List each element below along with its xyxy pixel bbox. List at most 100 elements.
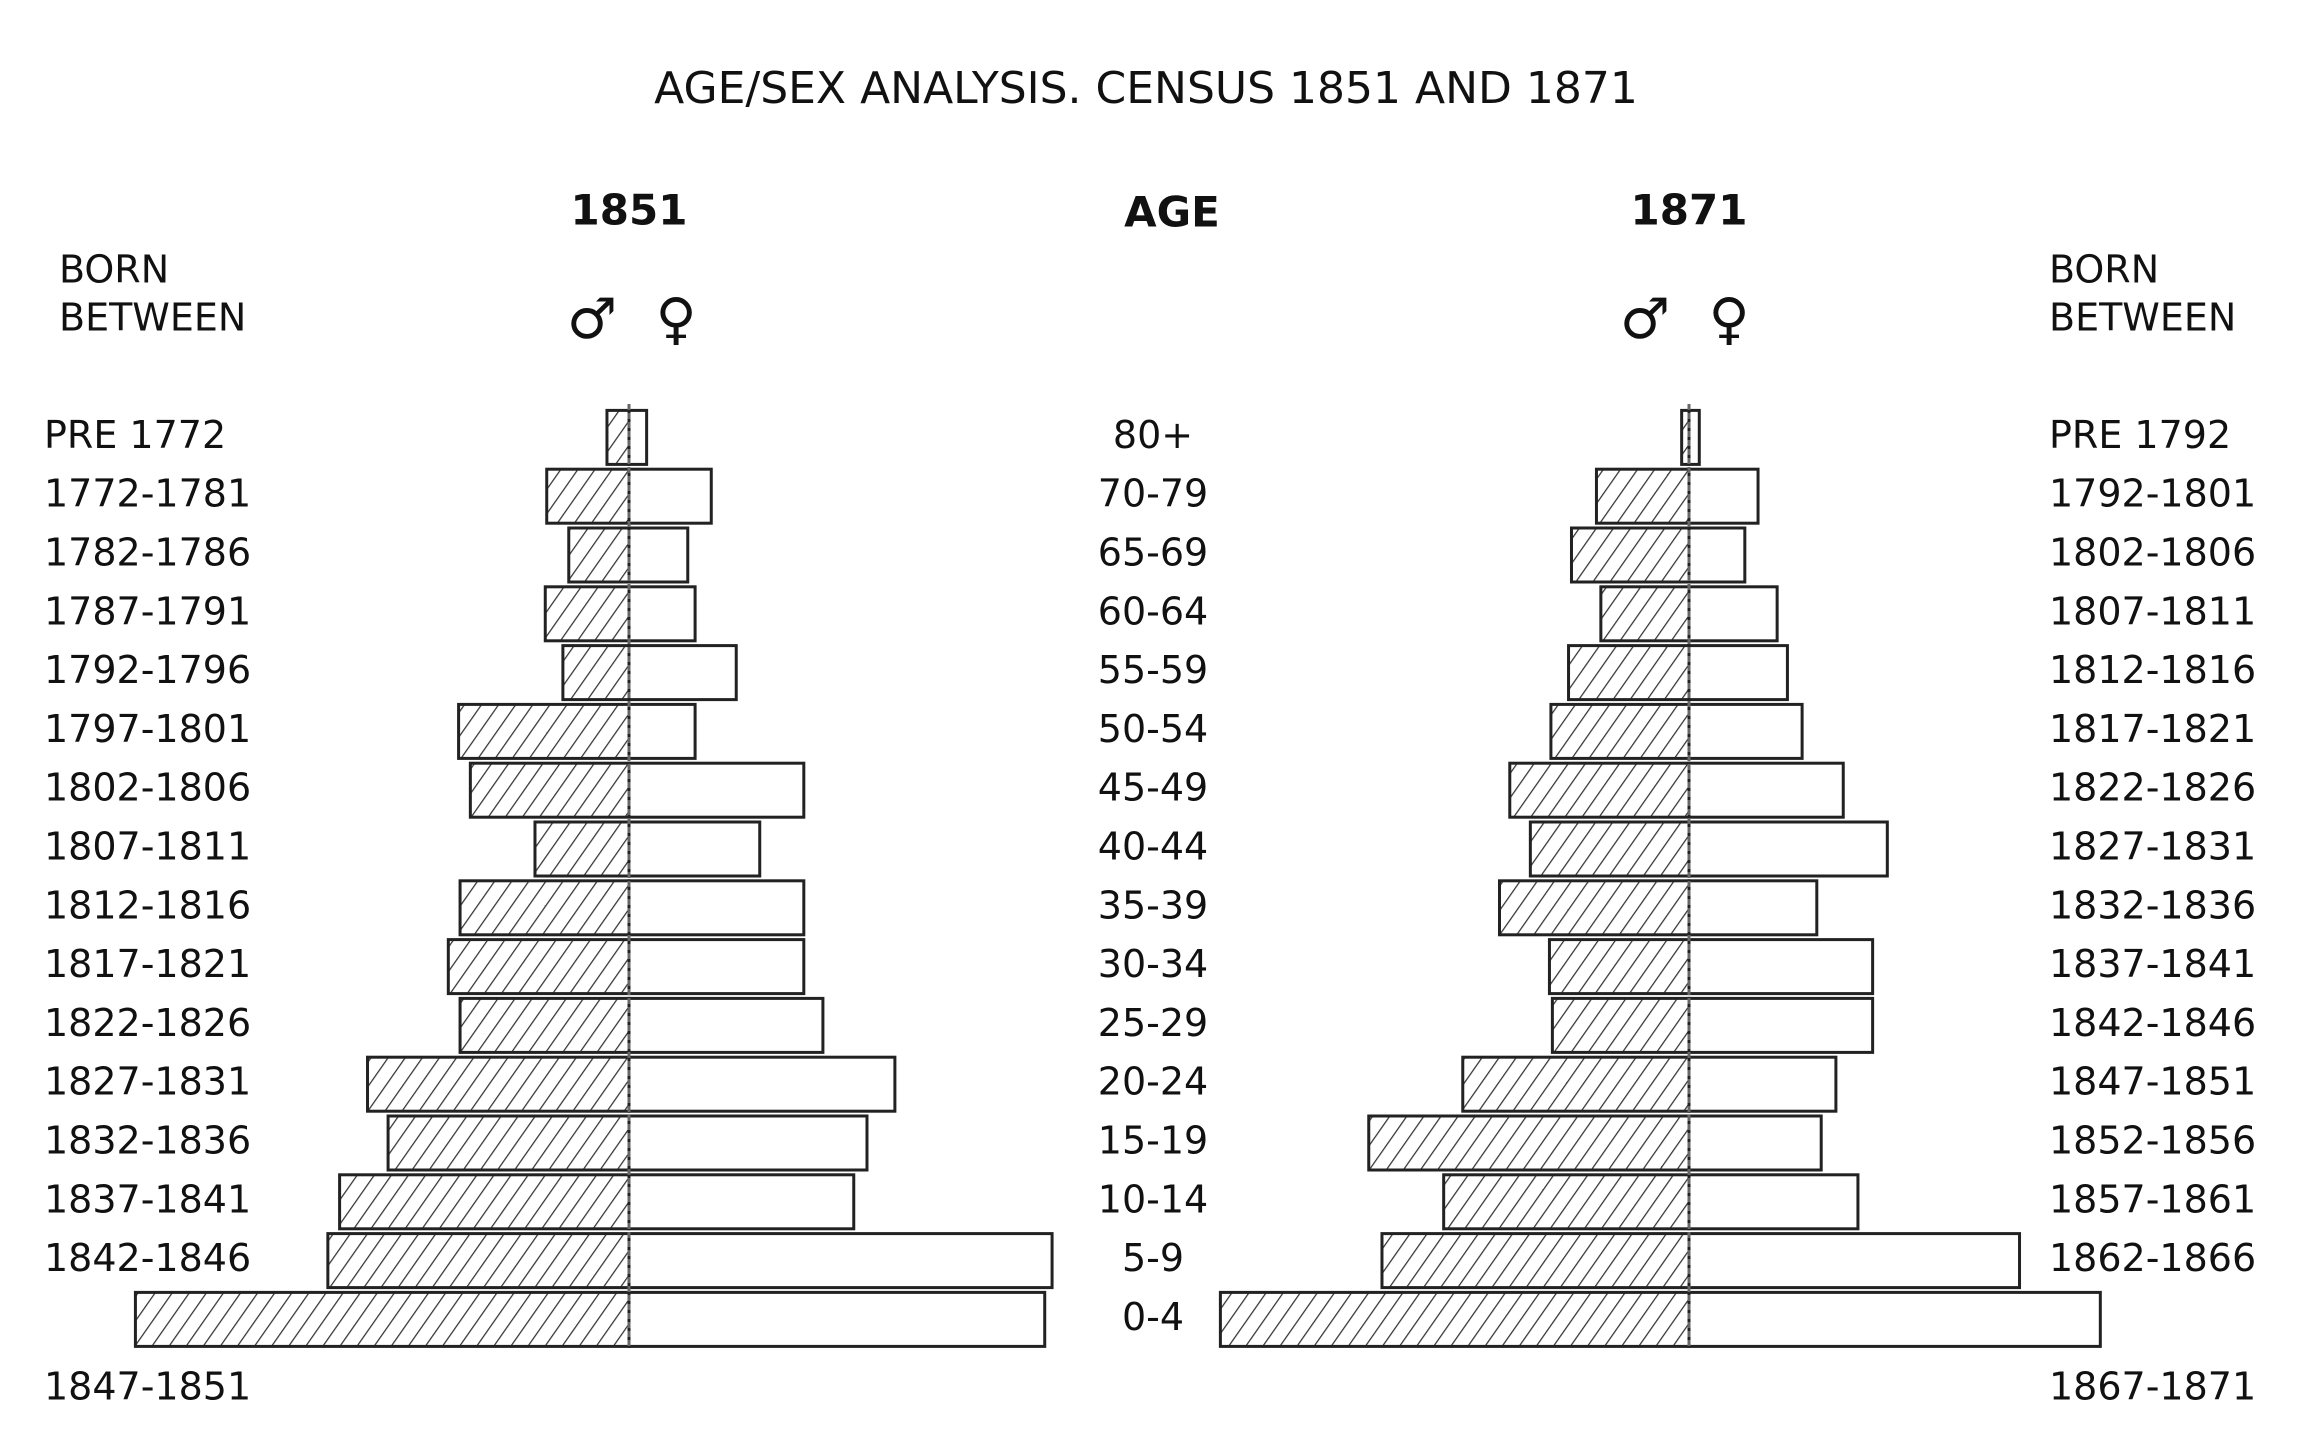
bar (627, 1114, 869, 1172)
bar (1687, 1232, 2022, 1290)
bar (1687, 879, 1819, 937)
cohort-label: 1852-1856 (2049, 1119, 2256, 1163)
bar (1687, 761, 1845, 819)
cohort-label: 1822-1826 (2049, 766, 2256, 810)
bar (133, 1290, 631, 1348)
bar (627, 526, 690, 584)
cohort-label: 1787-1791 (44, 589, 251, 633)
bar (627, 1232, 1054, 1290)
cohort-label: PRE 1772 (44, 413, 226, 457)
age-label: 10-14 (1098, 1177, 1208, 1221)
bar (1547, 938, 1691, 996)
bar (326, 1232, 631, 1290)
bar (1687, 938, 1875, 996)
cohort-label: 1792-1796 (44, 648, 251, 692)
cohort-label: 1812-1816 (44, 883, 251, 927)
bar (1687, 644, 1789, 702)
cohort-header: BORN (59, 248, 169, 292)
bar (1367, 1114, 1691, 1172)
bar (567, 526, 631, 584)
age-label: 15-19 (1098, 1119, 1208, 1163)
bar (1687, 1114, 1823, 1172)
bar (1687, 467, 1760, 525)
bar (1567, 644, 1691, 702)
bar (627, 996, 825, 1054)
bar (458, 879, 631, 937)
bar (627, 1055, 897, 1113)
age-header: AGE (1124, 188, 1220, 237)
bar (338, 1173, 631, 1231)
age-label: 60-64 (1098, 589, 1208, 633)
bar (533, 820, 631, 878)
bar (543, 585, 631, 643)
chart-title: AGE/SEX ANALYSIS. CENSUS 1851 AND 1871 (654, 63, 1638, 114)
bar (627, 467, 713, 525)
bar (1497, 879, 1691, 937)
cohort-label: 1807-1811 (2049, 589, 2256, 633)
bar (1687, 526, 1747, 584)
bar (1218, 1290, 1691, 1348)
age-label: 25-29 (1098, 1001, 1208, 1045)
bar (1687, 1290, 2102, 1348)
cohort-header: BETWEEN (59, 296, 246, 340)
panel-title: 1871 (1631, 186, 1748, 235)
cohort-label: 1857-1861 (2049, 1177, 2256, 1221)
bar (1687, 1173, 1860, 1231)
bar (627, 1173, 856, 1231)
bar (627, 820, 762, 878)
cohort-label: PRE 1792 (2049, 413, 2231, 457)
cohort-label: 1807-1811 (44, 825, 251, 869)
bar (1549, 702, 1691, 760)
cohort-label: 1827-1831 (44, 1060, 251, 1104)
age-label: 20-24 (1098, 1060, 1208, 1104)
bar (366, 1055, 631, 1113)
cohort-label: 1792-1801 (2049, 472, 2256, 516)
cohort-label: 1772-1781 (44, 472, 251, 516)
legend-label: ♀ (1708, 287, 1749, 352)
cohort-header: BETWEEN (2049, 296, 2236, 340)
cohort-label: 1837-1841 (44, 1177, 251, 1221)
bar (627, 1290, 1047, 1348)
cohort-label: 1847-1851 (2049, 1060, 2256, 1104)
bar (1687, 996, 1875, 1054)
bar (1569, 526, 1691, 584)
bar (1687, 820, 1889, 878)
legend-label: ♀ (655, 287, 696, 352)
cohort-label: 1802-1806 (44, 766, 251, 810)
bar (627, 879, 806, 937)
age-label: 30-34 (1098, 942, 1208, 986)
legend-label: ♂ (1620, 287, 1670, 352)
bar (1461, 1055, 1691, 1113)
age-label: 45-49 (1098, 766, 1208, 810)
cohort-label: 1812-1816 (2049, 648, 2256, 692)
age-label: 80+ (1113, 413, 1193, 457)
cohort-label: 1822-1826 (44, 1001, 251, 1045)
bar (1528, 820, 1691, 878)
age-label: 5-9 (1122, 1236, 1184, 1280)
bar (1594, 467, 1691, 525)
bar (627, 938, 806, 996)
legend-label: ♂ (567, 287, 617, 352)
cohort-label: 1832-1836 (2049, 883, 2256, 927)
cohort-label: 1782-1786 (44, 531, 251, 575)
bar (468, 761, 631, 819)
cohort-label: 1817-1821 (2049, 707, 2256, 751)
cohort-label: 1842-1846 (44, 1236, 251, 1280)
bar (605, 408, 631, 466)
bar (1508, 761, 1691, 819)
age-label: 55-59 (1098, 648, 1208, 692)
cohort-label: 1802-1806 (2049, 531, 2256, 575)
cohort-label: 1862-1866 (2049, 1236, 2256, 1280)
age-label: 70-79 (1098, 472, 1208, 516)
cohort-label: 1867-1871 (2049, 1364, 2256, 1408)
age-label: 50-54 (1098, 707, 1208, 751)
cohort-header: BORN (2049, 248, 2159, 292)
cohort-label: 1842-1846 (2049, 1001, 2256, 1045)
cohort-label: 1817-1821 (44, 942, 251, 986)
cohort-label: 1827-1831 (2049, 825, 2256, 869)
cohort-label: 1847-1851 (44, 1364, 251, 1408)
bar (1687, 585, 1779, 643)
panel-title: 1851 (571, 186, 688, 235)
